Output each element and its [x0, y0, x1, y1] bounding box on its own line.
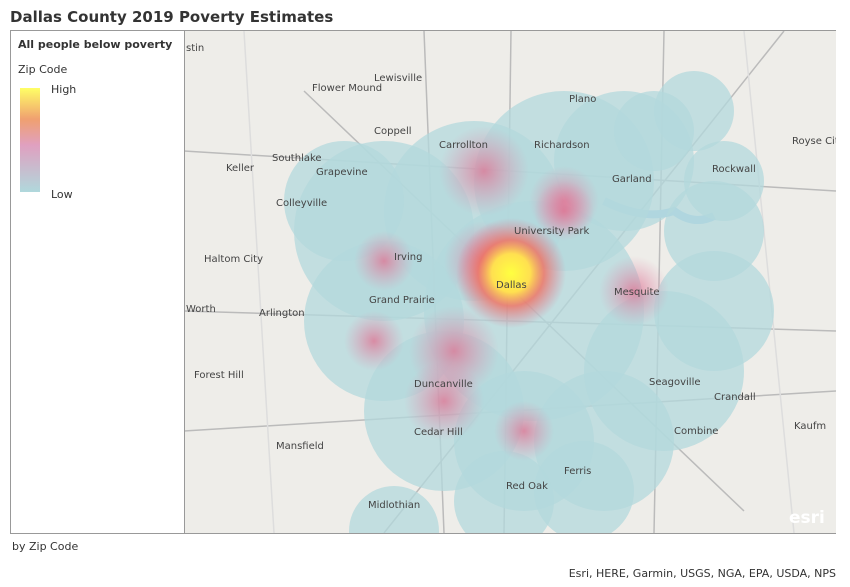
place-label: Rockwall [712, 164, 756, 175]
place-label: Carrollton [439, 140, 488, 151]
place-label: Lewisville [374, 73, 422, 84]
place-label: Grapevine [316, 167, 368, 178]
heat-area [654, 251, 774, 371]
heat-hotspot [344, 311, 404, 371]
place-label: Royse City [792, 136, 836, 147]
legend: All people below poverty Zip Code High L… [11, 31, 185, 533]
heat-area [684, 141, 764, 221]
place-label: Mansfield [276, 441, 324, 452]
place-label: Crandall [714, 392, 756, 403]
place-label: Red Oak [506, 481, 548, 492]
heat-hotspot [599, 256, 669, 326]
place-label: Plano [569, 94, 596, 105]
heat-hotspot [404, 361, 484, 441]
place-label: Cedar Hill [414, 427, 463, 438]
place-label: Combine [674, 426, 718, 437]
heat-area [454, 451, 554, 533]
heat-layer [284, 71, 774, 533]
heat-area [284, 141, 404, 261]
place-label: Keller [226, 163, 255, 174]
place-label: Forest Hill [194, 370, 244, 381]
place-label: Flower Mound [312, 83, 382, 94]
place-label: Duncanville [414, 379, 473, 390]
place-label: Midlothian [368, 500, 420, 511]
place-label: Mesquite [614, 287, 660, 298]
heat-hotspot [354, 231, 414, 291]
place-label: Dallas [496, 280, 527, 291]
place-label: Kaufm [794, 421, 826, 432]
heat-hotspot [534, 181, 594, 241]
heat-hotspot [494, 401, 554, 461]
place-label: Arlington [259, 308, 305, 319]
place-label: Southlake [272, 153, 322, 164]
title: Dallas County 2019 Poverty Estimates [10, 8, 334, 26]
caption: by Zip Code [12, 540, 79, 553]
legend-title: All people below poverty [18, 38, 173, 51]
place-label: University Park [514, 226, 589, 237]
place-label: stin [186, 43, 204, 54]
place-label: Colleyville [276, 198, 327, 209]
esri-logo: esri [789, 508, 825, 528]
place-label: Garland [612, 174, 652, 185]
heat-peak [456, 218, 566, 328]
attribution: Esri, HERE, Garmin, USGS, NGA, EPA, USDA… [568, 567, 836, 580]
heat-hotspot [439, 126, 529, 216]
legend-low: Low [51, 188, 73, 201]
legend-high: High [51, 83, 77, 96]
color-ramp [20, 88, 40, 192]
place-label: Seagoville [649, 377, 701, 388]
place-label: Haltom City [204, 254, 263, 265]
place-label: Richardson [534, 140, 590, 151]
place-label: Coppell [374, 126, 412, 137]
frame: stin Lewisville Flower Mound Plano Coppell Ca… [10, 30, 836, 534]
place-label: Irving [394, 252, 422, 263]
place-label: Worth [186, 304, 216, 315]
heat-area [614, 91, 694, 171]
place-label: Ferris [564, 466, 591, 477]
place-label: Grand Prairie [369, 295, 435, 306]
heat-area [534, 441, 634, 533]
heat-area [349, 486, 439, 533]
legend-field: Zip Code [18, 63, 68, 76]
